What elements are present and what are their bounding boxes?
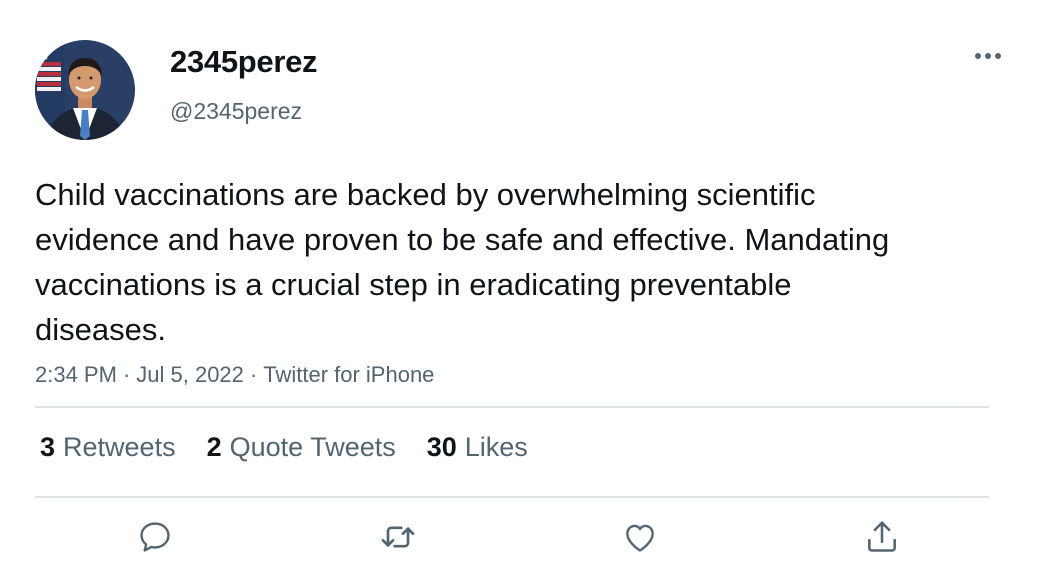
more-options-button[interactable] xyxy=(968,44,1008,68)
action-bar xyxy=(0,515,1050,565)
meta-separator: · xyxy=(122,362,131,387)
reply-button[interactable] xyxy=(133,515,177,559)
likes-stat[interactable]: 30 Likes xyxy=(427,432,528,463)
retweets-stat[interactable]: 3 Retweets xyxy=(40,432,176,463)
retweets-count: 3 xyxy=(40,432,56,462)
quote-tweets-count: 2 xyxy=(206,432,222,462)
meta-separator: · xyxy=(249,362,258,387)
reply-icon xyxy=(140,522,170,552)
likes-label: Likes xyxy=(464,432,528,462)
share-button[interactable] xyxy=(860,515,904,559)
avatar[interactable] xyxy=(35,40,135,140)
tweet-date[interactable]: Jul 5, 2022 xyxy=(136,362,244,387)
tweet-metadata: 2:34 PM · Jul 5, 2022 · Twitter for iPhone xyxy=(35,362,434,388)
likes-count: 30 xyxy=(426,432,457,462)
quote-tweets-label: Quote Tweets xyxy=(229,432,396,462)
share-icon xyxy=(868,521,896,552)
user-handle[interactable]: @2345perez xyxy=(170,98,303,124)
quote-tweets-stat[interactable]: 2 Quote Tweets xyxy=(207,432,396,463)
profile-photo-icon xyxy=(35,40,135,140)
like-button[interactable] xyxy=(618,515,662,559)
tweet-text: Child vaccinations are backed by overwhe… xyxy=(35,177,890,347)
divider xyxy=(35,496,989,498)
display-name[interactable]: 2345perez xyxy=(170,44,318,79)
tweet-time[interactable]: 2:34 PM xyxy=(35,362,117,387)
more-horizontal-icon xyxy=(975,53,1001,59)
tweet-source-link[interactable]: Twitter for iPhone xyxy=(263,362,435,387)
engagement-stats: 3 Retweets 2 Quote Tweets 30 Likes xyxy=(40,432,559,463)
divider xyxy=(35,406,989,408)
heart-icon xyxy=(626,524,654,552)
retweet-icon xyxy=(381,526,415,548)
retweet-button[interactable] xyxy=(376,515,420,559)
retweets-label: Retweets xyxy=(63,432,176,462)
